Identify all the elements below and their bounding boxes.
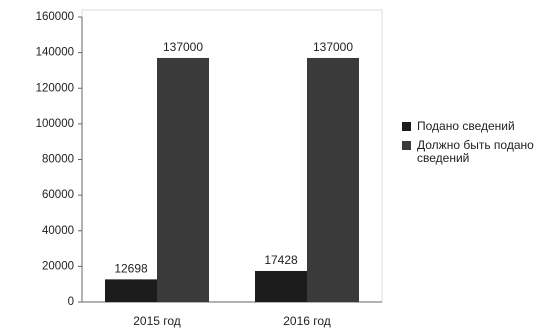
legend-label: Подано сведений: [417, 119, 515, 133]
data-label: 17428: [264, 253, 298, 267]
legend-swatch: [402, 141, 411, 150]
y-tick-label: 0: [68, 296, 74, 308]
y-tick-label: 60000: [42, 189, 74, 201]
bar: [157, 57, 209, 302]
bar: [105, 279, 157, 302]
data-label: 137000: [313, 40, 353, 54]
y-tick-label: 160000: [36, 11, 74, 23]
legend-label: Должно быть подано сведений: [417, 138, 534, 165]
y-tick-label: 140000: [36, 47, 74, 59]
legend-swatch: [402, 122, 411, 131]
x-tick-label: 2015 год: [133, 314, 181, 328]
x-tick-label: 2016 год: [283, 314, 331, 328]
bar: [255, 270, 307, 302]
legend: Подано сведений Должно быть подано сведен…: [402, 120, 552, 171]
data-label: 137000: [163, 40, 203, 54]
y-tick-label: 100000: [36, 118, 74, 130]
legend-item: Подано сведений: [402, 120, 552, 133]
legend-item: Должно быть подано сведений: [402, 139, 552, 165]
y-tick-label: 120000: [36, 82, 74, 94]
y-tick-label: 40000: [42, 225, 74, 237]
y-tick-label: 80000: [42, 154, 74, 166]
data-label: 12698: [114, 262, 148, 276]
y-tick-label: 20000: [42, 260, 74, 272]
bar: [307, 57, 359, 302]
